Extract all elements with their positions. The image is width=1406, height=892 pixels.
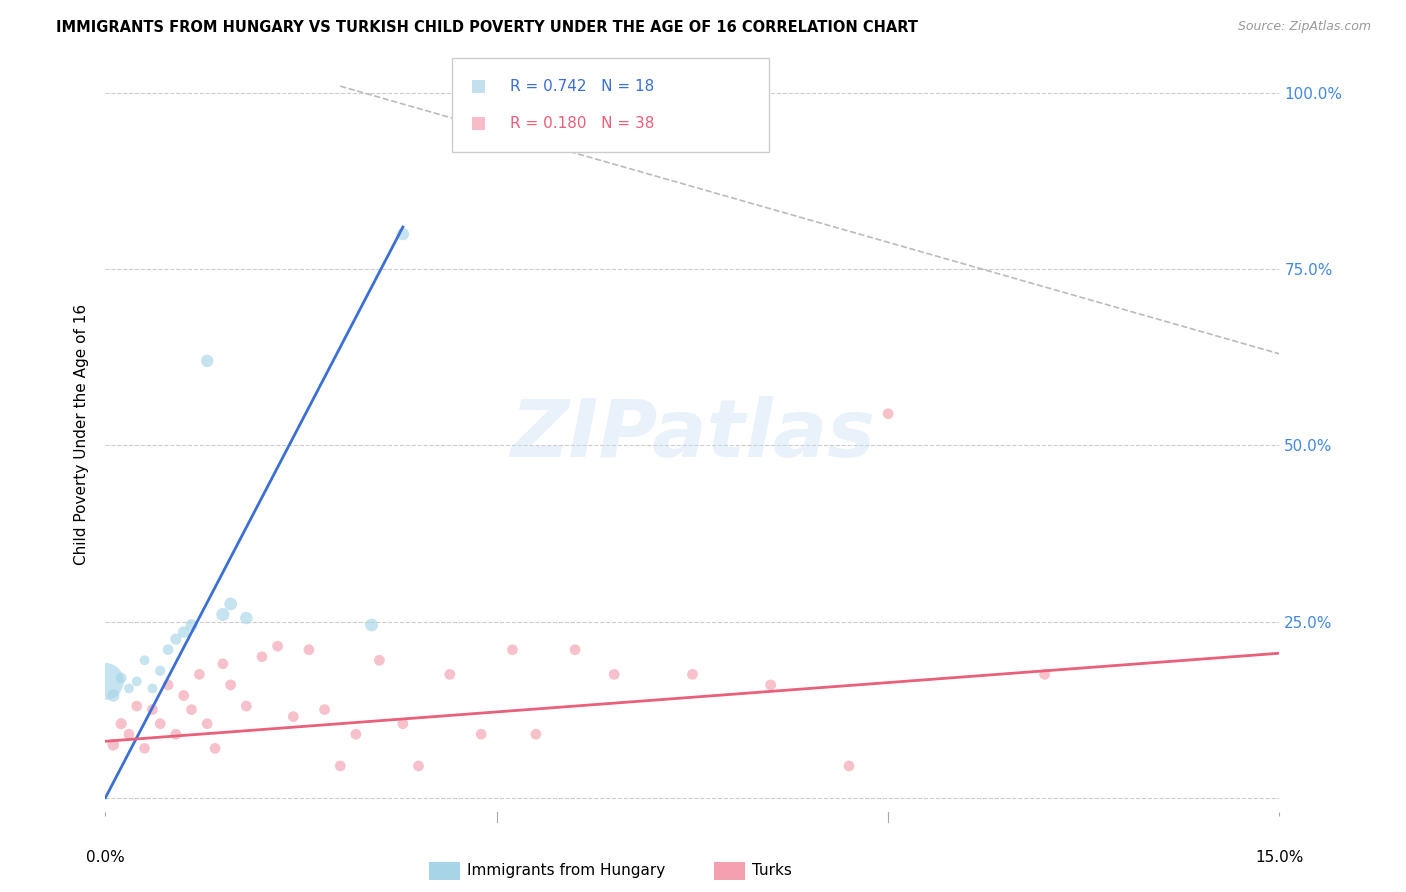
Point xyxy=(103,738,125,752)
Text: Turks: Turks xyxy=(752,863,792,878)
Point xyxy=(392,227,415,241)
Point xyxy=(118,681,141,696)
Point xyxy=(165,727,187,741)
Point xyxy=(439,667,461,681)
Point xyxy=(103,689,125,703)
Point xyxy=(266,639,288,653)
Point xyxy=(165,632,187,647)
Point xyxy=(368,653,391,667)
Point xyxy=(157,678,180,692)
Point xyxy=(235,699,257,714)
Point xyxy=(141,702,163,716)
Point xyxy=(283,709,305,723)
Point xyxy=(501,642,523,657)
Point xyxy=(314,702,336,716)
Point xyxy=(195,716,218,731)
Point xyxy=(211,657,233,671)
Point xyxy=(149,716,172,731)
Point xyxy=(188,667,211,681)
Text: 0.0%: 0.0% xyxy=(86,850,125,865)
Point xyxy=(134,741,156,756)
Point xyxy=(157,642,180,657)
Point xyxy=(564,642,586,657)
Point xyxy=(877,407,900,421)
Point xyxy=(94,674,117,689)
Point xyxy=(470,727,492,741)
Text: Immigrants from Hungary: Immigrants from Hungary xyxy=(467,863,665,878)
Point xyxy=(195,354,218,368)
Point xyxy=(235,611,257,625)
FancyBboxPatch shape xyxy=(451,58,769,153)
Point xyxy=(110,671,132,685)
Point xyxy=(125,674,148,689)
Point xyxy=(360,618,382,632)
Point xyxy=(125,699,148,714)
Point xyxy=(180,618,202,632)
Point xyxy=(180,702,202,716)
Point xyxy=(524,727,547,741)
Point xyxy=(250,649,273,664)
Point xyxy=(149,664,172,678)
Point xyxy=(219,597,242,611)
Text: R = 0.180   N = 38: R = 0.180 N = 38 xyxy=(510,116,655,131)
Y-axis label: Child Poverty Under the Age of 16: Child Poverty Under the Age of 16 xyxy=(75,304,90,566)
Text: Source: ZipAtlas.com: Source: ZipAtlas.com xyxy=(1237,20,1371,33)
Point xyxy=(759,678,782,692)
Point xyxy=(134,653,156,667)
Text: IMMIGRANTS FROM HUNGARY VS TURKISH CHILD POVERTY UNDER THE AGE OF 16 CORRELATION: IMMIGRANTS FROM HUNGARY VS TURKISH CHILD… xyxy=(56,20,918,35)
Point xyxy=(211,607,233,622)
Point xyxy=(110,716,132,731)
Point xyxy=(681,667,703,681)
Point xyxy=(219,678,242,692)
Point xyxy=(838,759,860,773)
Point xyxy=(298,642,321,657)
Point xyxy=(141,681,163,696)
Point xyxy=(173,689,195,703)
Point xyxy=(603,667,626,681)
Point xyxy=(173,625,195,640)
Text: 15.0%: 15.0% xyxy=(1256,850,1303,865)
Point xyxy=(344,727,367,741)
Text: ZIPatlas: ZIPatlas xyxy=(510,396,875,474)
Point xyxy=(408,759,430,773)
Point xyxy=(392,716,415,731)
Point xyxy=(118,727,141,741)
Text: R = 0.742   N = 18: R = 0.742 N = 18 xyxy=(510,79,655,95)
Point xyxy=(329,759,352,773)
Point xyxy=(1033,667,1056,681)
Point xyxy=(204,741,226,756)
